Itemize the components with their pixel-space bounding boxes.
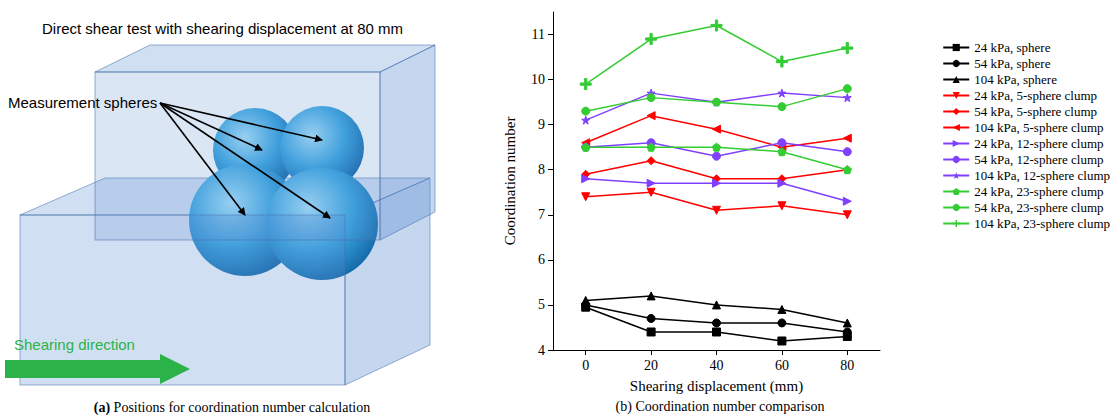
svg-text:54 kPa, sphere: 54 kPa, sphere [974,56,1050,71]
svg-text:24 kPa, 5-sphere clump: 24 kPa, 5-sphere clump [974,88,1097,103]
svg-text:54 kPa, 23-sphere clump: 54 kPa, 23-sphere clump [974,200,1103,215]
svg-text:6: 6 [538,252,545,267]
svg-text:(a) Positions for coordination: (a) Positions for coordination number ca… [94,400,370,416]
svg-text:10: 10 [531,72,545,87]
svg-text:7: 7 [538,207,545,222]
svg-text:24 kPa, sphere: 24 kPa, sphere [974,40,1050,55]
svg-text:Direct shear test with shearin: Direct shear test with shearing displace… [42,20,403,37]
svg-text:(b) Coordination number compar: (b) Coordination number comparison [616,399,825,415]
svg-text:5: 5 [538,297,545,312]
svg-text:104 kPa, 12-sphere clump: 104 kPa, 12-sphere clump [974,168,1110,183]
svg-text:20: 20 [644,358,658,373]
svg-text:54 kPa, 5-sphere clump: 54 kPa, 5-sphere clump [974,104,1097,119]
svg-text:60: 60 [775,358,789,373]
svg-text:Shearing displacement (mm): Shearing displacement (mm) [630,378,803,395]
svg-text:40: 40 [710,358,724,373]
svg-text:11: 11 [532,27,545,42]
svg-text:0: 0 [582,358,589,373]
svg-text:104 kPa, 5-sphere clump: 104 kPa, 5-sphere clump [974,120,1103,135]
svg-text:24 kPa, 23-sphere clump: 24 kPa, 23-sphere clump [974,184,1103,199]
svg-text:9: 9 [538,117,545,132]
svg-text:Coordination number: Coordination number [502,117,518,246]
svg-text:104 kPa, sphere: 104 kPa, sphere [974,72,1057,87]
svg-text:54 kPa, 12-sphere clump: 54 kPa, 12-sphere clump [974,152,1103,167]
svg-text:80: 80 [840,358,854,373]
svg-text:104 kPa, 23-sphere clump: 104 kPa, 23-sphere clump [974,216,1110,231]
svg-text:Measurement spheres: Measurement spheres [8,94,157,111]
svg-text:Shearing direction: Shearing direction [14,336,135,353]
svg-text:8: 8 [538,162,545,177]
svg-text:24 kPa, 12-sphere clump: 24 kPa, 12-sphere clump [974,136,1103,151]
svg-text:4: 4 [538,343,545,358]
